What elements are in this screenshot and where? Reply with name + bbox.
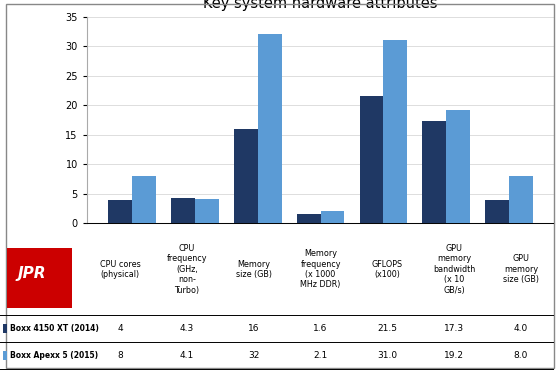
- Bar: [7, 248, 72, 308]
- Text: 31.0: 31.0: [377, 351, 398, 360]
- Text: 17.3: 17.3: [444, 324, 464, 333]
- Bar: [446, 110, 470, 223]
- Text: 2.1: 2.1: [314, 351, 328, 360]
- Text: 8: 8: [118, 351, 123, 360]
- Bar: [486, 200, 509, 223]
- Text: 19.2: 19.2: [444, 351, 464, 360]
- Bar: [195, 199, 219, 223]
- Text: Memory
frequency
(x 1000
MHz DDR): Memory frequency (x 1000 MHz DDR): [300, 249, 341, 289]
- Bar: [297, 214, 320, 223]
- Text: 21.5: 21.5: [377, 324, 398, 333]
- Text: 8.0: 8.0: [514, 351, 528, 360]
- Title: Key system hardware attributes: Key system hardware attributes: [203, 0, 438, 12]
- Text: Boxx Apexx 5 (2015): Boxx Apexx 5 (2015): [11, 351, 99, 360]
- Text: GFLOPS
(x100): GFLOPS (x100): [372, 260, 403, 279]
- Bar: [3, 324, 7, 333]
- Text: 4.1: 4.1: [180, 351, 194, 360]
- Bar: [360, 96, 384, 223]
- Bar: [3, 351, 7, 360]
- Text: 1.6: 1.6: [314, 324, 328, 333]
- Bar: [509, 176, 533, 223]
- Bar: [108, 200, 132, 223]
- Bar: [171, 198, 195, 223]
- Text: CPU
frequency
(GHz,
non-
Turbo): CPU frequency (GHz, non- Turbo): [167, 244, 207, 295]
- Text: 4.3: 4.3: [180, 324, 194, 333]
- Text: Memory
size (GB): Memory size (GB): [236, 260, 272, 279]
- Bar: [132, 176, 156, 223]
- Text: Boxx 4150 XT (2014): Boxx 4150 XT (2014): [11, 324, 99, 333]
- Text: GPU
memory
bandwidth
(x 10
GB/s): GPU memory bandwidth (x 10 GB/s): [433, 244, 475, 295]
- Bar: [422, 121, 446, 223]
- Bar: [384, 40, 407, 223]
- Text: 4.0: 4.0: [514, 324, 528, 333]
- Bar: [258, 35, 282, 223]
- Text: CPU cores
(physical): CPU cores (physical): [100, 260, 141, 279]
- Text: JPR: JPR: [17, 266, 46, 281]
- Bar: [320, 211, 344, 223]
- Text: GPU
memory
size (GB): GPU memory size (GB): [503, 254, 539, 284]
- Text: 32: 32: [248, 351, 259, 360]
- Bar: [234, 129, 258, 223]
- Text: 16: 16: [248, 324, 259, 333]
- Text: 4: 4: [118, 324, 123, 333]
